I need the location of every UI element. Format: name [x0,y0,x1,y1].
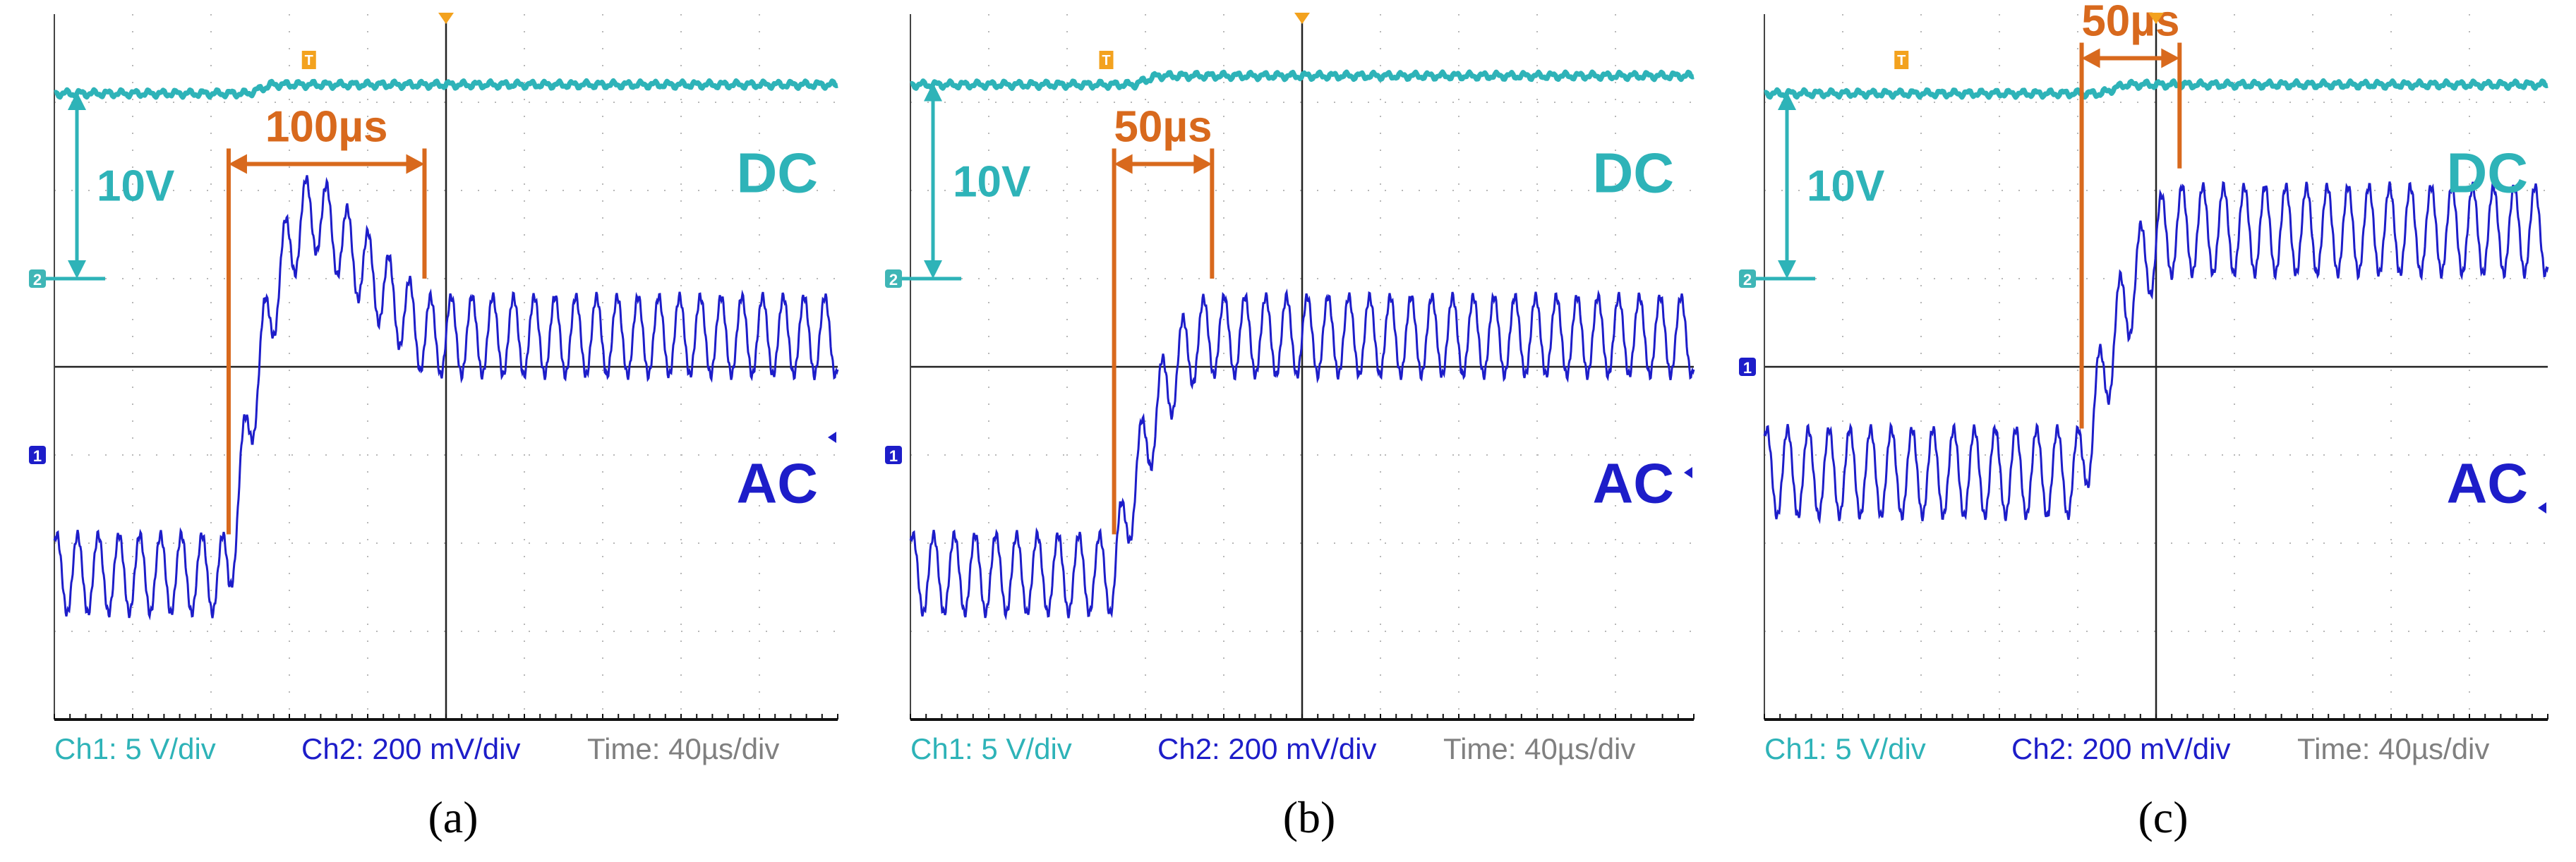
trigger-position-icon [1294,13,1310,24]
marker-shape [29,446,46,464]
marker-shape [29,269,46,288]
dc-label: DC [2446,142,2528,205]
dc-label: DC [1592,142,1674,205]
ch1-ground-marker: 2 [1739,269,1756,289]
trigger-marker: T [1894,51,1909,69]
arrow-head-left [228,154,247,174]
trigger-text: T [1102,53,1110,68]
ac-trace [909,288,1695,621]
ch1-scale-label: Ch1: 5 V/div [1764,732,1926,765]
marker-text: 1 [33,447,42,465]
voltage-label: 10V [1807,162,1884,211]
arrow-head-left [1114,154,1133,174]
time-annotation-label: 100µs [265,103,388,152]
ch2-scale-label: Ch2: 200 mV/div [301,732,521,765]
voltage-annotation: 10V [902,83,1030,281]
ch1-scale-label: Ch1: 5 V/div [54,732,216,765]
arrow-head-up [68,92,86,110]
trigger-text: T [1897,53,1906,68]
arrow-head-right [2161,48,2180,68]
trigger-text: T [305,53,313,68]
arrow-head-right [1193,154,1212,174]
marker-text: 2 [33,271,42,289]
voltage-label: 10V [97,162,174,211]
voltage-label: 10V [953,157,1030,206]
scope-grid [910,14,1695,721]
time-scale-label: Time: 40µs/div [1443,732,1635,765]
scope-panel-b: 50µs 10V 2 1 T DC AC Ch1: 5 V/div Ch2: 200 mV/di… [885,13,1695,842]
voltage-annotation: 10V [46,92,174,281]
marker-shape [885,269,902,288]
ch2-offset-icon [828,432,836,443]
time-annotation-label: 50µs [2081,0,2179,46]
scope-panel-a: 100µs 10V 2 1 T DC AC Ch1: 5 V/div Ch2: 200 mV/d… [29,13,839,842]
ac-trace [1763,178,2549,525]
marker-shape [885,446,902,464]
time-annotation: 50µs [2079,0,2182,429]
arrow-head-up [1778,92,1796,110]
ch2-scale-label: Ch2: 200 mV/div [2011,732,2231,765]
scope-grid [1764,14,2548,721]
ch2-ground-marker: 1 [1739,358,1756,377]
time-annotation-label: 50µs [1114,103,1212,152]
ac-trace [53,175,839,621]
trigger-shape [1099,51,1114,69]
trigger-position-icon [2148,13,2164,24]
trigger-marker: T [1099,51,1114,69]
marker-text: 2 [1743,271,1752,289]
ch2-ground-marker: 1 [885,446,902,465]
arrow-head-down [1778,260,1796,279]
time-annotation: 100µs [226,103,427,535]
trigger-shape [1894,51,1909,69]
ch1-scale-label: Ch1: 5 V/div [910,732,1072,765]
scope-grid [54,14,838,721]
marker-text: 1 [889,447,898,465]
ch1-ground-marker: 2 [29,269,46,289]
dc-trace [1763,78,2549,100]
dc-trace [909,69,1695,91]
ch1-ground-marker: 2 [885,269,902,289]
trigger-shape [301,51,316,69]
ch2-offset-icon [2538,502,2546,514]
dc-label: DC [736,142,818,205]
marker-text: 2 [889,271,898,289]
time-annotation: 50µs [1112,103,1215,535]
arrow-head-down [924,260,942,279]
panel-caption: (b) [1283,792,1336,842]
scope-panel-c: 50µs 10V 2 1 T DC AC Ch1: 5 V/div Ch2: 200 mV/di… [1739,0,2549,842]
trigger-position-icon [438,13,454,24]
marker-shape [1739,358,1756,376]
ch2-ground-marker: 1 [29,446,46,465]
ch2-offset-icon [1684,467,1692,478]
panel-caption: (c) [2138,792,2188,842]
arrow-head-left [2081,48,2100,68]
ac-label: AC [1592,452,1674,515]
arrow-head-up [924,83,942,102]
panel-caption: (a) [428,792,478,842]
voltage-annotation: 10V [1756,92,1884,281]
dc-trace [53,78,839,100]
arrow-head-down [68,260,86,279]
time-scale-label: Time: 40µs/div [587,732,779,765]
ac-label: AC [736,452,818,515]
trigger-marker: T [301,51,316,69]
marker-text: 1 [1743,359,1752,377]
marker-shape [1739,269,1756,288]
ch2-scale-label: Ch2: 200 mV/div [1157,732,1377,765]
ac-label: AC [2446,452,2528,515]
arrow-head-right [406,154,425,174]
time-scale-label: Time: 40µs/div [2297,732,2489,765]
